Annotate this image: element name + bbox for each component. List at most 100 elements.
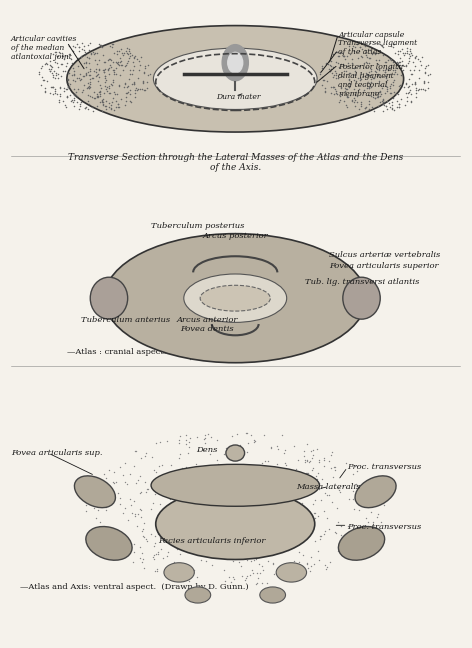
Point: [95, 72, 103, 82]
Point: [189, 464, 197, 474]
Point: [290, 556, 297, 566]
Point: [108, 97, 116, 107]
Point: [195, 523, 202, 533]
Point: [402, 60, 410, 71]
Point: [369, 516, 376, 527]
Point: [187, 509, 195, 519]
Point: [256, 527, 264, 537]
Text: Transverse Section through the Lateral Masses of the Atlas and the Dens
of the A: Transverse Section through the Lateral M…: [67, 153, 403, 172]
Point: [71, 76, 79, 87]
Point: [239, 510, 247, 520]
Point: [388, 100, 395, 110]
Point: [143, 299, 150, 310]
Point: [367, 91, 375, 101]
Point: [264, 278, 272, 288]
Point: [126, 47, 134, 58]
Point: [286, 558, 294, 568]
Point: [316, 530, 324, 540]
Point: [93, 69, 101, 80]
Point: [138, 526, 146, 537]
Point: [129, 57, 136, 67]
Point: [195, 253, 202, 263]
Point: [202, 530, 210, 540]
Point: [133, 85, 141, 95]
Point: [280, 266, 288, 276]
Point: [251, 435, 258, 446]
Point: [207, 432, 215, 443]
Point: [252, 553, 260, 564]
Point: [129, 557, 137, 568]
Point: [353, 480, 360, 491]
Point: [76, 100, 84, 111]
Point: [151, 489, 159, 499]
Point: [241, 344, 249, 354]
Point: [136, 504, 143, 515]
Point: [139, 84, 146, 95]
Point: [422, 61, 430, 71]
Point: [333, 70, 340, 80]
Point: [406, 65, 414, 75]
Point: [116, 57, 124, 67]
Point: [46, 60, 53, 71]
Point: [70, 45, 77, 56]
Point: [405, 80, 413, 91]
Point: [368, 49, 376, 59]
Point: [246, 492, 254, 502]
Point: [132, 478, 140, 488]
Point: [339, 58, 347, 69]
Point: [316, 67, 324, 77]
Point: [266, 244, 274, 254]
Point: [95, 87, 102, 97]
Point: [401, 82, 408, 92]
Point: [354, 91, 361, 102]
Point: [349, 469, 356, 480]
Point: [84, 96, 92, 106]
Point: [277, 300, 284, 310]
Point: [387, 54, 395, 64]
Point: [309, 264, 317, 274]
Ellipse shape: [226, 445, 244, 461]
Point: [82, 500, 90, 510]
Point: [243, 447, 251, 457]
Point: [261, 254, 269, 264]
Point: [149, 306, 156, 316]
Point: [240, 317, 247, 327]
Point: [95, 64, 102, 75]
Point: [388, 78, 395, 89]
Point: [377, 86, 384, 96]
Point: [140, 68, 148, 78]
Point: [133, 297, 140, 308]
Point: [110, 65, 118, 75]
Point: [252, 347, 260, 358]
Point: [176, 453, 183, 463]
Point: [75, 46, 82, 56]
Point: [303, 328, 310, 338]
Point: [68, 70, 76, 80]
Point: [65, 82, 72, 93]
Point: [71, 90, 78, 100]
Point: [316, 533, 324, 544]
Point: [334, 546, 341, 556]
Point: [337, 82, 345, 93]
Point: [411, 53, 419, 64]
Point: [368, 48, 375, 58]
Point: [309, 499, 317, 509]
Point: [372, 67, 380, 77]
Point: [221, 486, 228, 496]
Point: [93, 89, 101, 99]
Point: [65, 41, 72, 52]
Point: [293, 327, 301, 337]
Point: [234, 295, 242, 306]
Point: [134, 84, 142, 95]
Point: [243, 237, 251, 247]
Point: [221, 519, 229, 529]
Point: [61, 65, 69, 76]
Point: [229, 499, 237, 509]
Point: [174, 341, 181, 352]
Point: [54, 69, 62, 79]
Point: [126, 69, 134, 79]
Point: [327, 88, 335, 98]
Point: [131, 92, 139, 102]
Point: [47, 61, 55, 71]
Point: [410, 57, 417, 67]
